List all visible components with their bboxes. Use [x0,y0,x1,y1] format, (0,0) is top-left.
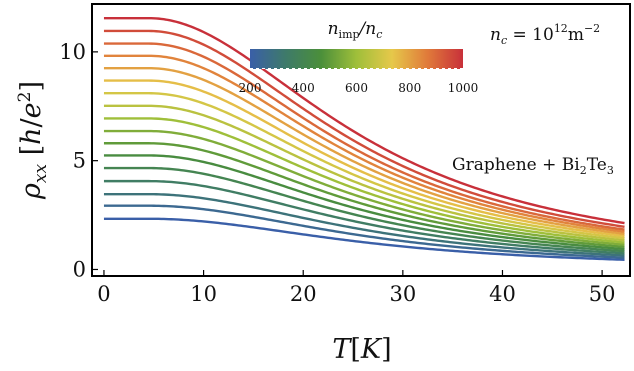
series-line-nimp-250 [103,204,625,259]
series-line-nimp-300 [103,192,625,257]
series-line-nimp-550 [103,129,625,246]
x-tick-label: 40 [489,282,516,306]
series-line-nimp-350 [103,179,625,255]
x-tick-label: 50 [589,282,616,306]
x-tick-label: 20 [290,282,317,306]
nc-annotation: nc = 1012m−2 [490,22,600,47]
series-line-nimp-500 [103,142,625,249]
x-tick-label: 10 [190,282,217,306]
series-line-nimp-800 [103,66,625,236]
y-tick-label: 10 [59,40,86,64]
colorbar-label: nimp/nc [328,19,383,41]
series-line-nimp-1000 [103,16,625,225]
colorbar-tick-label: 1000 [448,81,479,95]
plot-frame [91,3,631,277]
y-tick-label: 0 [73,257,86,281]
colorbar-tick-label: 600 [345,81,368,95]
colorbar-tick-label: 800 [398,81,421,95]
x-axis-label: T[K] [332,334,391,365]
series-line-nimp-650 [103,104,625,242]
x-tick-label: 30 [389,282,416,306]
series-curves [103,16,625,261]
series-line-nimp-850 [103,54,625,233]
x-tick-label: 0 [97,282,110,306]
colorbar-ticks: 200 400 600 800 1000 [239,81,479,95]
y-axis-ticks: 0 5 10 [59,40,98,281]
colorbar [250,49,463,69]
colorbar-tick-label: 400 [292,81,315,95]
series-line-nimp-400 [103,166,625,253]
x-axis-ticks: 0 10 20 30 40 50 [97,270,615,306]
series-line-nimp-700 [103,92,625,240]
series-line-nimp-950 [103,29,625,228]
series-line-nimp-900 [103,42,625,231]
series-line-nimp-450 [103,154,625,251]
material-annotation: Graphene + Bi2Te3 [452,155,614,177]
series-line-nimp-600 [103,117,625,244]
colorbar-tick-label: 200 [239,81,262,95]
series-line-nimp-750 [103,79,625,238]
y-tick-label: 5 [73,149,86,173]
series-line-nimp-200 [103,217,625,261]
y-axis-label: ρxx [h/e2] [15,81,51,200]
